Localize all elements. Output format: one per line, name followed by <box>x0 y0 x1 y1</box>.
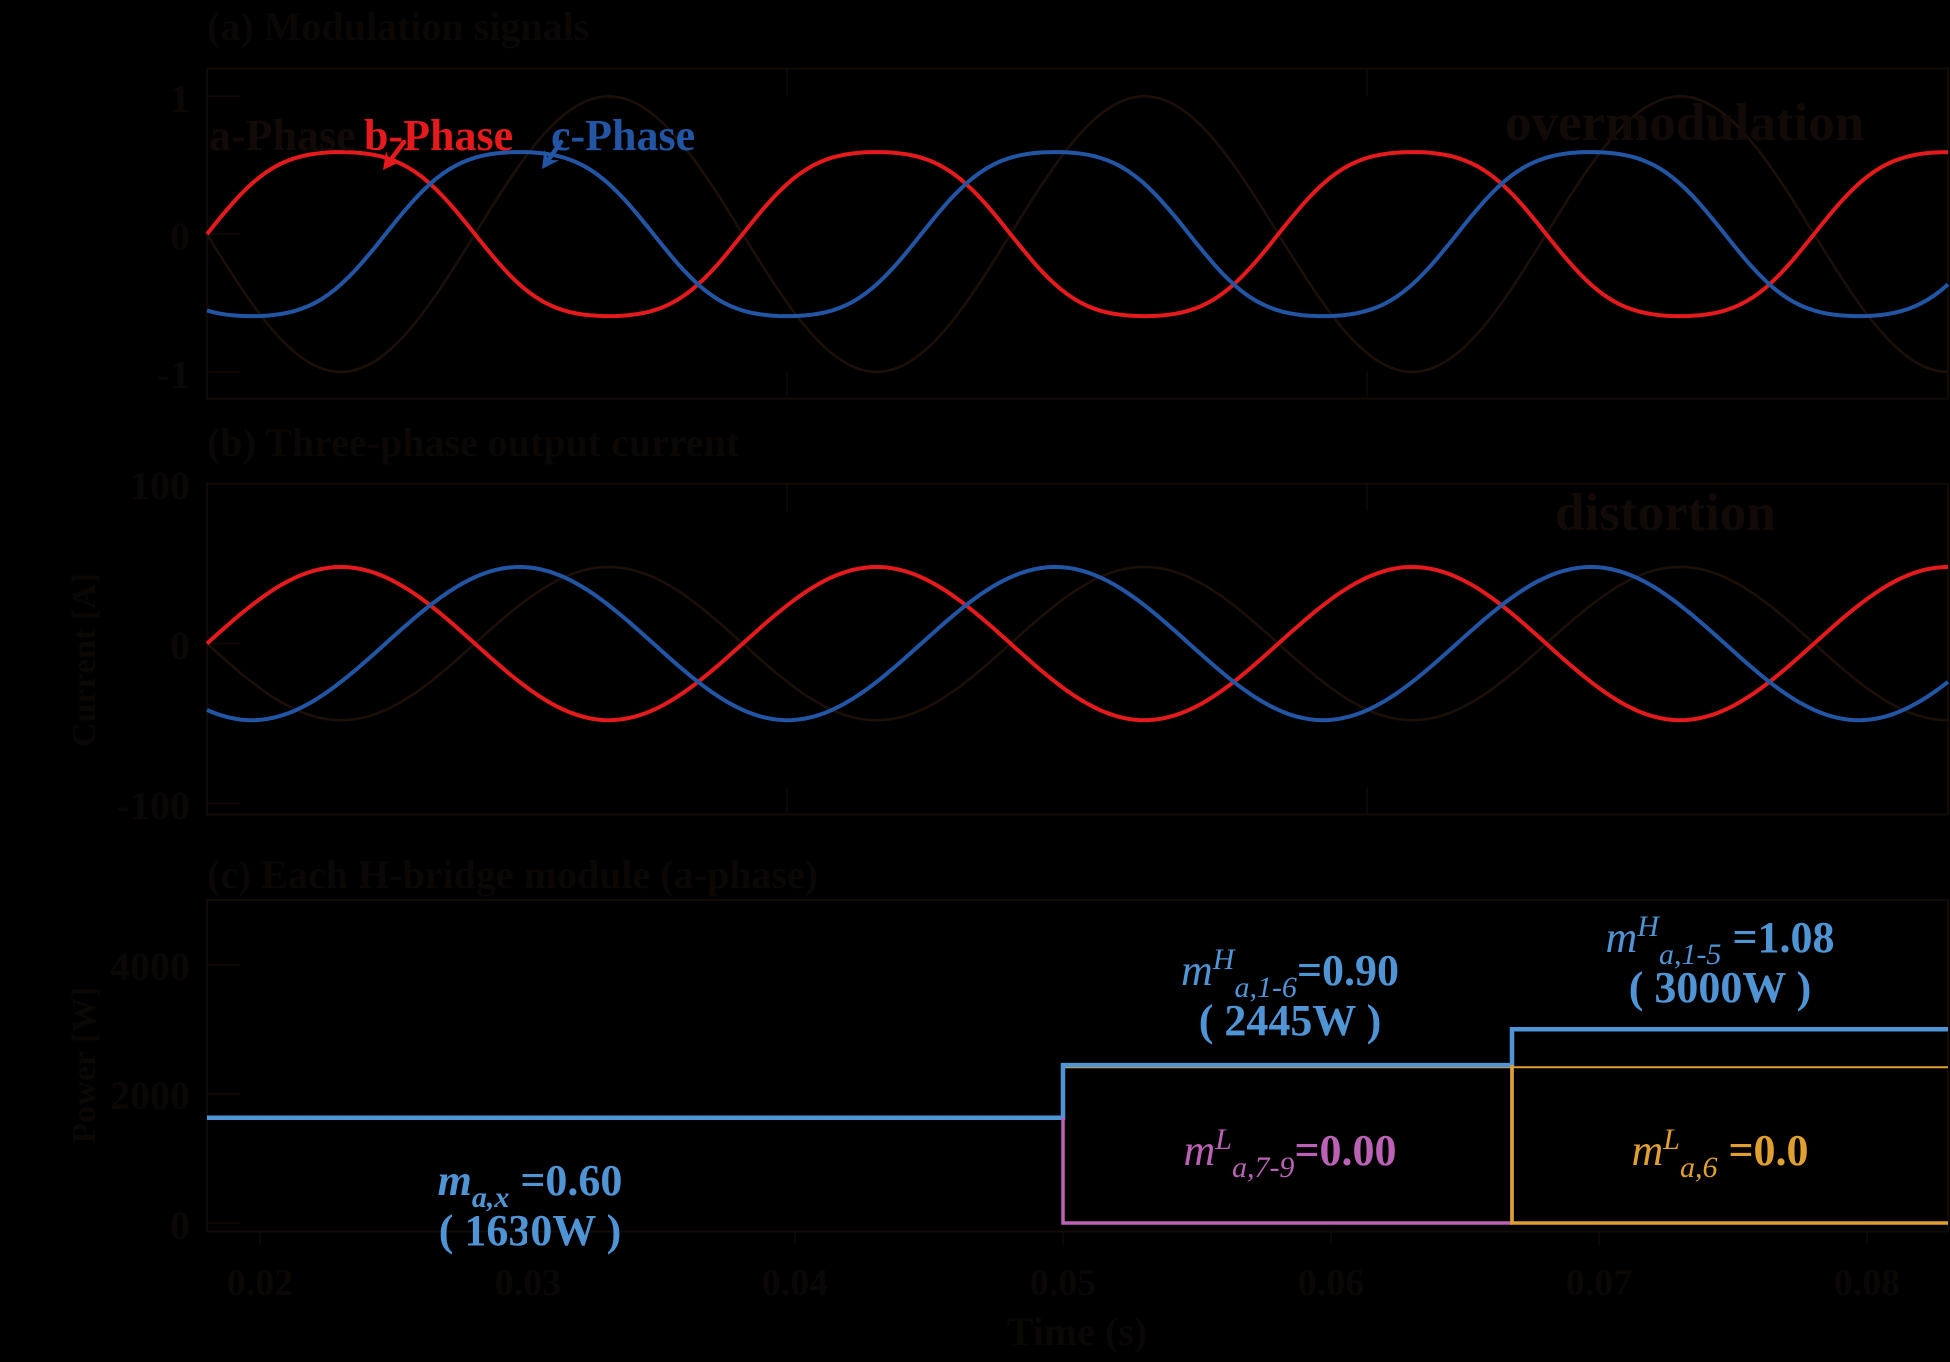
svg-text:( 3000W ): ( 3000W ) <box>1629 963 1812 1012</box>
svg-text:Power [W]: Power [W] <box>66 986 103 1143</box>
svg-text:Current [A]: Current [A] <box>66 573 103 747</box>
svg-text:0.02: 0.02 <box>227 1262 294 1304</box>
svg-text:c-Phase: c-Phase <box>551 111 695 160</box>
svg-text:(a) Modulation signals: (a) Modulation signals <box>207 4 589 49</box>
svg-text:(c) Each H-bridge module (a-ph: (c) Each H-bridge module (a-phase) <box>207 852 818 897</box>
svg-text:0.05: 0.05 <box>1030 1262 1097 1304</box>
svg-text:0.03: 0.03 <box>495 1262 562 1304</box>
svg-text:(b) Three-phase output current: (b) Three-phase output current <box>207 420 740 465</box>
svg-text:1: 1 <box>170 76 190 121</box>
svg-text:mLa,6 =0.0: mLa,6 =0.0 <box>1631 1123 1808 1184</box>
svg-text:2000: 2000 <box>110 1073 190 1118</box>
svg-text:0: 0 <box>170 623 190 668</box>
svg-text:0: 0 <box>170 214 190 259</box>
svg-text:a-Phase: a-Phase <box>209 111 356 160</box>
svg-text:( 2445W ): ( 2445W ) <box>1199 996 1382 1045</box>
svg-text:100: 100 <box>130 463 190 508</box>
svg-text:overmodulation: overmodulation <box>1505 94 1864 152</box>
svg-text:0.06: 0.06 <box>1298 1262 1365 1304</box>
svg-text:0.07: 0.07 <box>1566 1262 1633 1304</box>
svg-text:-100: -100 <box>117 783 190 828</box>
svg-text:0.04: 0.04 <box>762 1262 829 1304</box>
svg-text:0: 0 <box>170 1203 190 1248</box>
svg-text:-1: -1 <box>157 352 190 397</box>
svg-text:4000: 4000 <box>110 944 190 989</box>
svg-text:0.08: 0.08 <box>1834 1262 1901 1304</box>
svg-text:distortion: distortion <box>1555 484 1776 542</box>
svg-text:( 1630W ): ( 1630W ) <box>439 1206 622 1255</box>
svg-text:Time (s): Time (s) <box>1007 1309 1147 1354</box>
